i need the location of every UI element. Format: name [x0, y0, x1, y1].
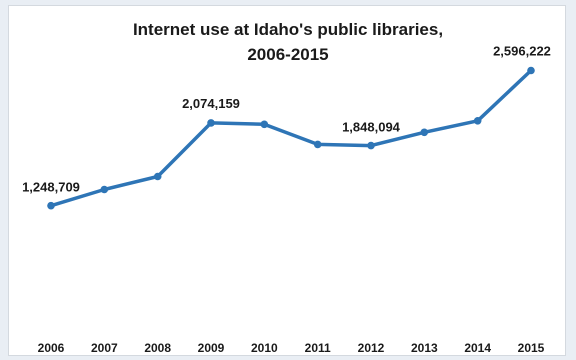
x-tick-label-2012: 2012 — [358, 341, 385, 355]
data-point-2007 — [100, 185, 109, 194]
data-point-2008 — [153, 172, 162, 181]
x-tick-label-2009: 2009 — [198, 341, 225, 355]
data-labels: 1,248,709 2,074,159 1,848,094 2,596,222 — [22, 44, 551, 195]
x-tick-label-2007: 2007 — [91, 341, 118, 355]
chart-title: Internet use at Idaho's public libraries… — [0, 17, 576, 67]
x-axis: 2006 2007 2008 2009 2010 2011 2012 2013 2014 2015 — [38, 341, 545, 355]
data-point-2009 — [207, 119, 215, 127]
data-label-2006: 1,248,709 — [22, 180, 80, 195]
data-label-2015: 2,596,222 — [493, 44, 551, 59]
data-label-2009: 2,074,159 — [182, 96, 240, 111]
x-tick-label-2014: 2014 — [464, 341, 491, 355]
x-tick-label-2006: 2006 — [38, 341, 65, 355]
data-point-2010 — [260, 120, 269, 129]
data-point-2015 — [527, 66, 535, 75]
chart-area — [8, 5, 566, 356]
data-point-2011 — [313, 140, 322, 149]
x-tick-label-2015: 2015 — [518, 341, 545, 355]
x-tick-label-2008: 2008 — [144, 341, 171, 355]
chart-title-line-1: Internet use at Idaho's public libraries… — [132, 20, 444, 39]
data-label-2012: 1,848,094 — [342, 120, 401, 135]
chart-title-line-2: 2006-2015 — [247, 45, 329, 64]
x-tick-label-2013: 2013 — [411, 341, 438, 355]
series-line — [49, 68, 533, 208]
data-point-2013 — [420, 128, 429, 137]
data-point-2006 — [47, 201, 55, 210]
data-point-2014 — [473, 117, 482, 125]
x-tick-label-2010: 2010 — [251, 341, 278, 355]
x-tick-label-2011: 2011 — [305, 341, 331, 355]
series-layer — [47, 66, 535, 210]
data-point-2012 — [367, 141, 375, 150]
